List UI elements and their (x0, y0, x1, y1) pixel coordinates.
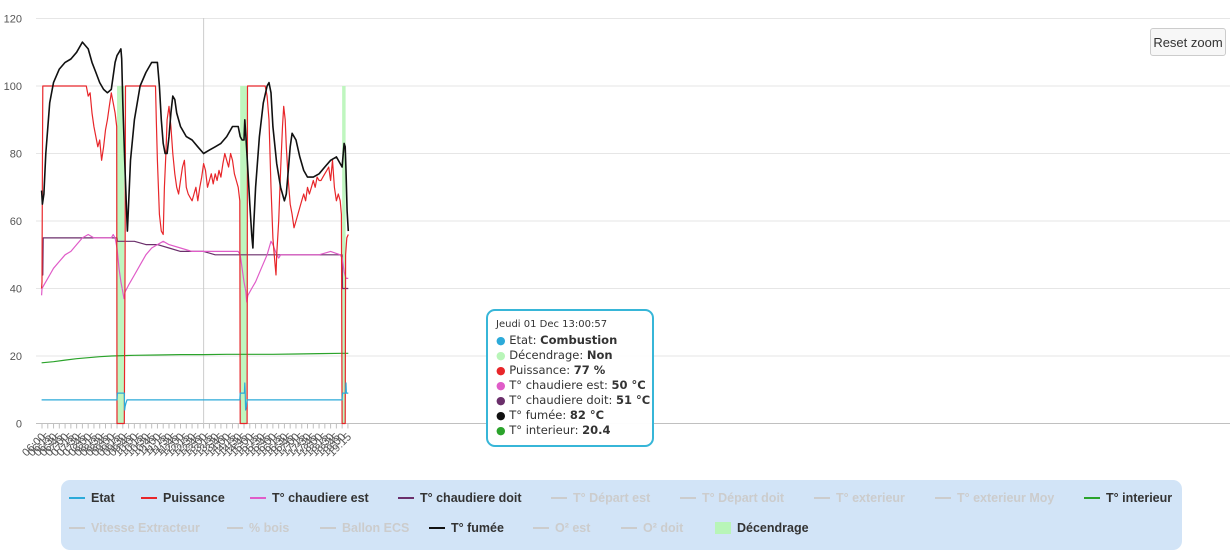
decendrage-band (117, 86, 125, 424)
legend-item-pourcent-bois[interactable]: % bois (227, 520, 289, 536)
chart-plot[interactable]: 02040608010012006:0006:1506:3006:4507:00… (0, 0, 1230, 475)
reset-zoom-button[interactable]: Reset zoom (1150, 28, 1226, 56)
tooltip-row-chaudiere-est: ● T° chaudiere est: 50 °C (496, 378, 646, 392)
series-line (41, 237, 349, 290)
legend-item-exterieur[interactable]: T° exterieur (814, 490, 905, 506)
chart-tooltip: Jeudi 01 Dec 13:00:57 ● Etat: Combustion… (486, 309, 654, 447)
tooltip-row-decendrage: ● Décendrage: Non (496, 348, 613, 362)
y-tick-label: 40 (10, 284, 22, 296)
legend-item-chaudiere-est[interactable]: T° chaudiere est (250, 490, 369, 506)
legend-item-etat[interactable]: Etat (69, 490, 115, 506)
tooltip-header: Jeudi 01 Dec 13:00:57 (496, 319, 608, 330)
y-tick-label: 20 (10, 351, 22, 363)
y-tick-label: 0 (16, 419, 22, 431)
y-tick-label: 120 (4, 14, 22, 26)
series-line (41, 233, 349, 303)
tooltip-row-interieur: ● T° interieur: 20.4 (496, 423, 611, 437)
tooltip-row-etat: ● Etat: Combustion (496, 333, 618, 347)
decendrage-band (342, 86, 346, 424)
tooltip-row-fumee: ● T° fumée: 82 °C (496, 408, 605, 422)
legend-item-exterieur-moy[interactable]: T° exterieur Moy (935, 490, 1054, 506)
legend-item-chaudiere-doit[interactable]: T° chaudiere doit (398, 490, 522, 506)
y-tick-label: 60 (10, 216, 22, 228)
y-tick-label: 80 (10, 149, 22, 161)
chart-legend: Etat Puissance T° chaudiere est T° chaud… (61, 480, 1182, 550)
series-line (41, 85, 349, 425)
series-line (40, 41, 350, 249)
legend-item-puissance[interactable]: Puissance (141, 490, 225, 506)
legend-item-o2-est[interactable]: O² est (533, 520, 590, 536)
legend-item-decendrage[interactable]: Décendrage (715, 520, 809, 536)
legend-item-fumee[interactable]: T° fumée (429, 520, 504, 536)
tooltip-row-chaudiere-doit: ● T° chaudiere doit: 51 °C (496, 393, 651, 407)
legend-item-o2-doit[interactable]: O² doit (621, 520, 683, 536)
legend-item-vitesse-extracteur[interactable]: Vitesse Extracteur (69, 520, 200, 536)
series-line (41, 382, 349, 411)
tooltip-row-puissance: ● Puissance: 77 % (496, 363, 606, 377)
legend-item-ballon-ecs[interactable]: Ballon ECS (320, 520, 409, 536)
legend-item-interieur[interactable]: T° interieur (1084, 490, 1172, 506)
legend-item-depart-est[interactable]: T° Départ est (551, 490, 650, 506)
legend-item-depart-doit[interactable]: T° Départ doit (680, 490, 784, 506)
y-tick-label: 100 (4, 81, 22, 93)
series-line (41, 352, 349, 364)
